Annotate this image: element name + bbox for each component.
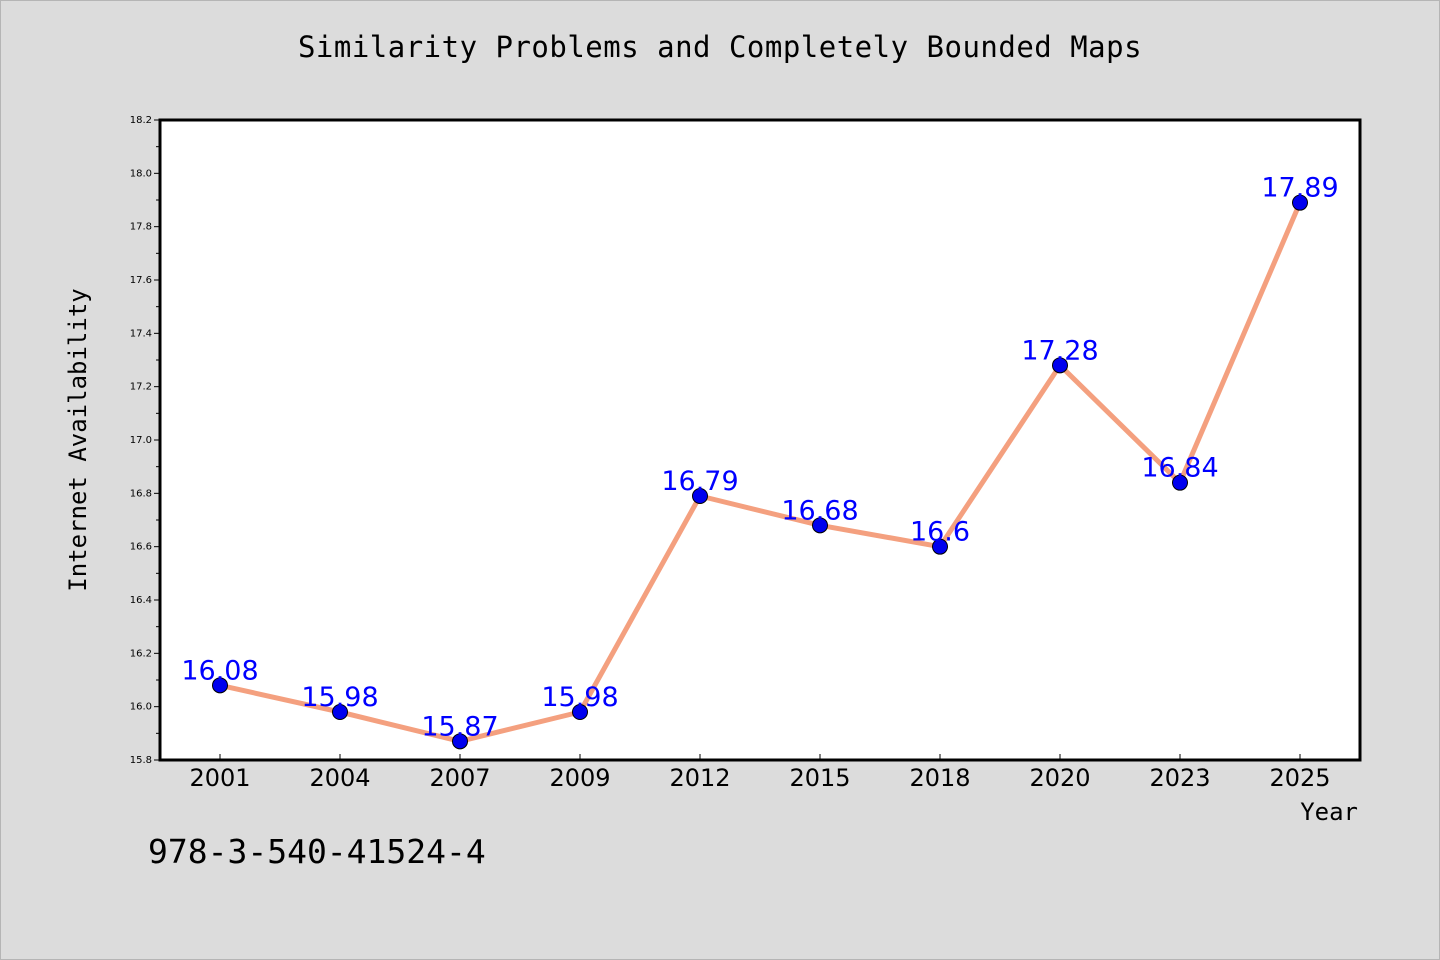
data-point [452,733,468,750]
y-tick-label: 15.8 [130,755,152,766]
data-point [1292,194,1308,211]
x-tick-label: 2009 [549,764,610,792]
data-point [1172,474,1188,491]
data-label: 16.79 [661,466,738,497]
x-axis-label: Year [1300,798,1358,826]
series-line [217,200,1303,744]
data-label: 16.68 [781,495,858,526]
y-tick-label: 16.2 [130,648,152,659]
data-point [332,704,348,720]
y-tick-label: 17.2 [130,382,152,393]
data-point [1052,357,1068,374]
data-label: 16.08 [181,655,258,686]
data-label: 15.98 [541,682,618,713]
data-point [572,704,588,720]
x-tick-label: 2001 [189,764,250,792]
y-tick-label: 18.0 [130,168,152,179]
chart-title: Similarity Problems and Completely Bound… [297,30,1143,64]
data-label: 17.89 [1261,173,1338,204]
data-point [692,488,708,504]
data-label: 16.84 [1141,453,1218,484]
data-point [812,517,828,534]
x-tick-label: 2025 [1269,764,1330,792]
y-axis: 15.8 16.0 16.2 16.4 16.6 16.8 17.0 17.2 17.4 17.6… [130,115,160,766]
y-tick-label: 17.0 [130,435,152,446]
y-tick-label: 17.6 [130,275,152,286]
x-tick-label: 2012 [669,764,730,792]
data-point [932,538,948,555]
y-tick-label: 18.2 [130,115,152,126]
x-tick-label: 2018 [909,764,970,792]
x-tick-label: 2004 [309,764,370,792]
y-tick-label: 17.8 [130,222,152,233]
plot-area [158,118,1362,762]
y-tick-label: 16.4 [130,595,152,606]
data-label: 15.98 [301,682,378,713]
y-tick-label: 16.6 [130,542,152,553]
y-tick-label: 17.4 [130,328,152,339]
data-point [212,677,228,694]
x-tick-label: 2023 [1149,764,1210,792]
data-label: 15.87 [421,711,498,742]
y-tick-label: 16.0 [130,702,152,713]
x-tick-label: 2007 [429,764,490,792]
isbn-text: 978-3-540-41524-4 [148,832,486,871]
x-axis: 2001 2004 2007 2009 2012 2015 2018 2020 2023 2025 [189,754,1331,792]
x-tick-label: 2020 [1029,764,1090,792]
x-tick-label: 2015 [789,764,850,792]
y-tick-label: 16.8 [130,488,152,499]
data-label: 17.28 [1021,335,1098,366]
data-label: 16.6 [910,517,970,548]
data-labels: 16.08 15.98 15.87 15.98 16.79 16.68 16.6 17.28 1… [181,173,1338,743]
data-markers [212,194,1308,750]
y-axis-label: Internet Availability [64,288,92,591]
